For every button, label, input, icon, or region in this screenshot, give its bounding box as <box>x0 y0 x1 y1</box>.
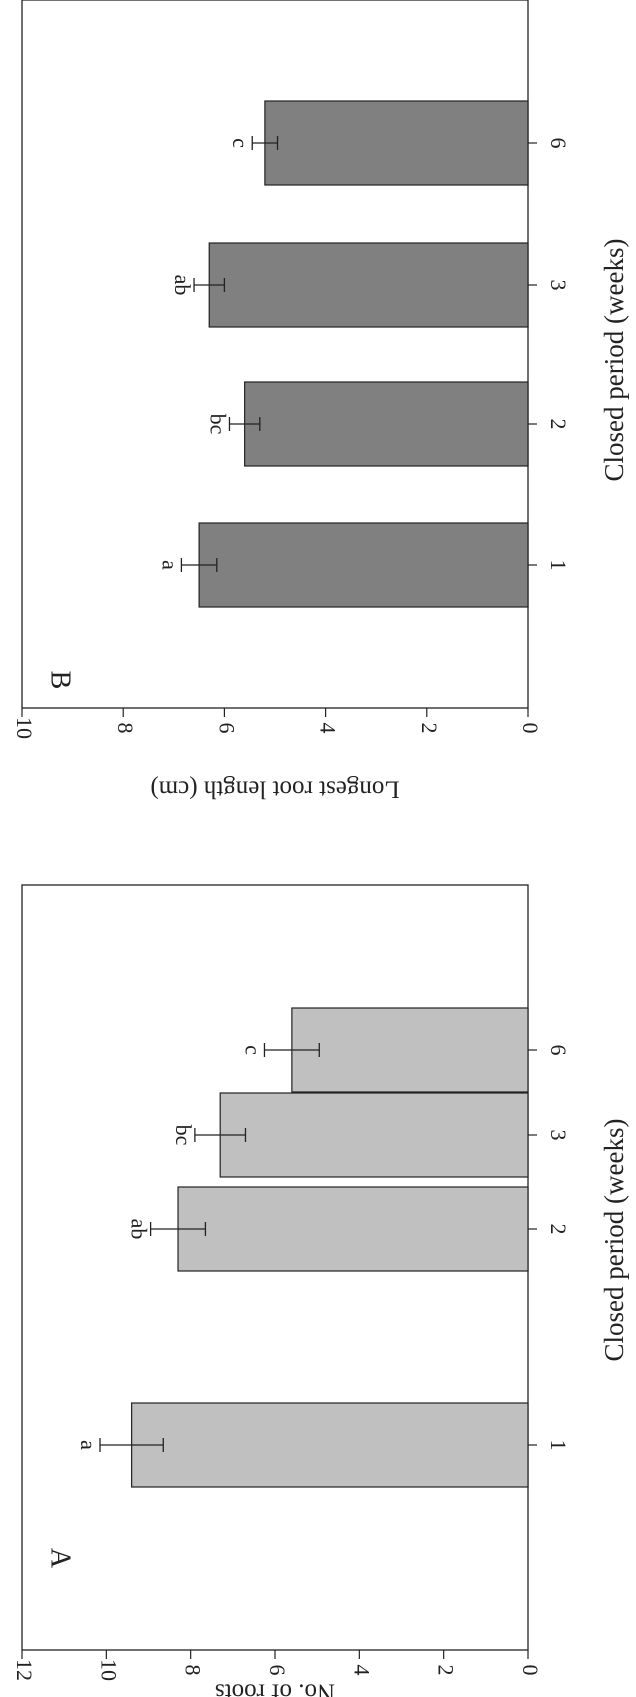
panel-b-significance-letter: c <box>228 138 253 148</box>
panel-b-significance-letter: a <box>157 560 182 570</box>
panel-b-bar <box>198 522 529 608</box>
panel-a-value-tick-label: 8 <box>181 1665 206 1676</box>
panel-a-value-tick-label: 12 <box>12 1659 37 1681</box>
panel-b-value-axis-title: Longest root length (cm) <box>150 775 399 802</box>
panel-a-bar <box>177 1186 529 1272</box>
panel-a-value-tick-label: 6 <box>265 1665 290 1676</box>
panel-b-value-tick-label: 8 <box>113 723 138 734</box>
panel-a-value-tick-label: 2 <box>434 1665 459 1676</box>
panel-b-bar <box>264 100 529 186</box>
panel-b-value-tick-label: 0 <box>518 723 543 734</box>
panel-b-significance-letter: bc <box>205 414 230 435</box>
panel-b-significance-letter: ab <box>170 275 195 296</box>
panel-a-value-axis-title: No. of roots <box>215 1678 335 1697</box>
panel-a-category-tick-label: 3 <box>546 1130 571 1141</box>
panel-a-category-tick-label: 2 <box>546 1224 571 1235</box>
panel-a-value-tick-label: 4 <box>349 1665 374 1676</box>
panel-a-bar <box>131 1402 529 1488</box>
panel-b-value-tick-label: 2 <box>417 723 442 734</box>
panel-b-category-tick-label: 2 <box>546 419 571 430</box>
panel-a-panel-label: A <box>45 1548 76 1569</box>
panel-a-bar <box>291 1007 529 1093</box>
panel-a-significance-letter: ab <box>127 1219 152 1240</box>
panel-b-bar <box>244 381 529 467</box>
panel-a-significance-letter: c <box>240 1045 265 1055</box>
panel-b-panel-label: B <box>45 671 76 690</box>
panel-b-category-tick-label: 6 <box>546 138 571 149</box>
panel-a-significance-letter: bc <box>171 1125 196 1146</box>
panel-a-value-tick-label: 10 <box>96 1659 121 1681</box>
panel-b-bar <box>208 242 529 328</box>
panel-b-value-tick-label: 10 <box>12 717 37 739</box>
panel-a-significance-letter: a <box>76 1440 101 1450</box>
panel-b-value-tick-label: 6 <box>214 723 239 734</box>
panel-a-category-tick-label: 6 <box>546 1045 571 1056</box>
panel-b-value-tick-label: 4 <box>316 723 341 734</box>
panel-b-category-axis-title: Closed period (weeks) <box>599 239 629 482</box>
panel-b-category-tick-label: 3 <box>546 280 571 291</box>
panel-a-value-tick-label: 0 <box>518 1665 543 1676</box>
panel-a-bar <box>219 1092 529 1178</box>
panel-a-category-tick-label: 1 <box>546 1440 571 1451</box>
panel-a-category-axis-title: Closed period (weeks) <box>599 1119 629 1362</box>
panel-b-category-tick-label: 1 <box>546 560 571 571</box>
panel-b-chart: B 0 2 4 6 8 10 Longest root length (cm) Closed p… <box>12 0 629 802</box>
